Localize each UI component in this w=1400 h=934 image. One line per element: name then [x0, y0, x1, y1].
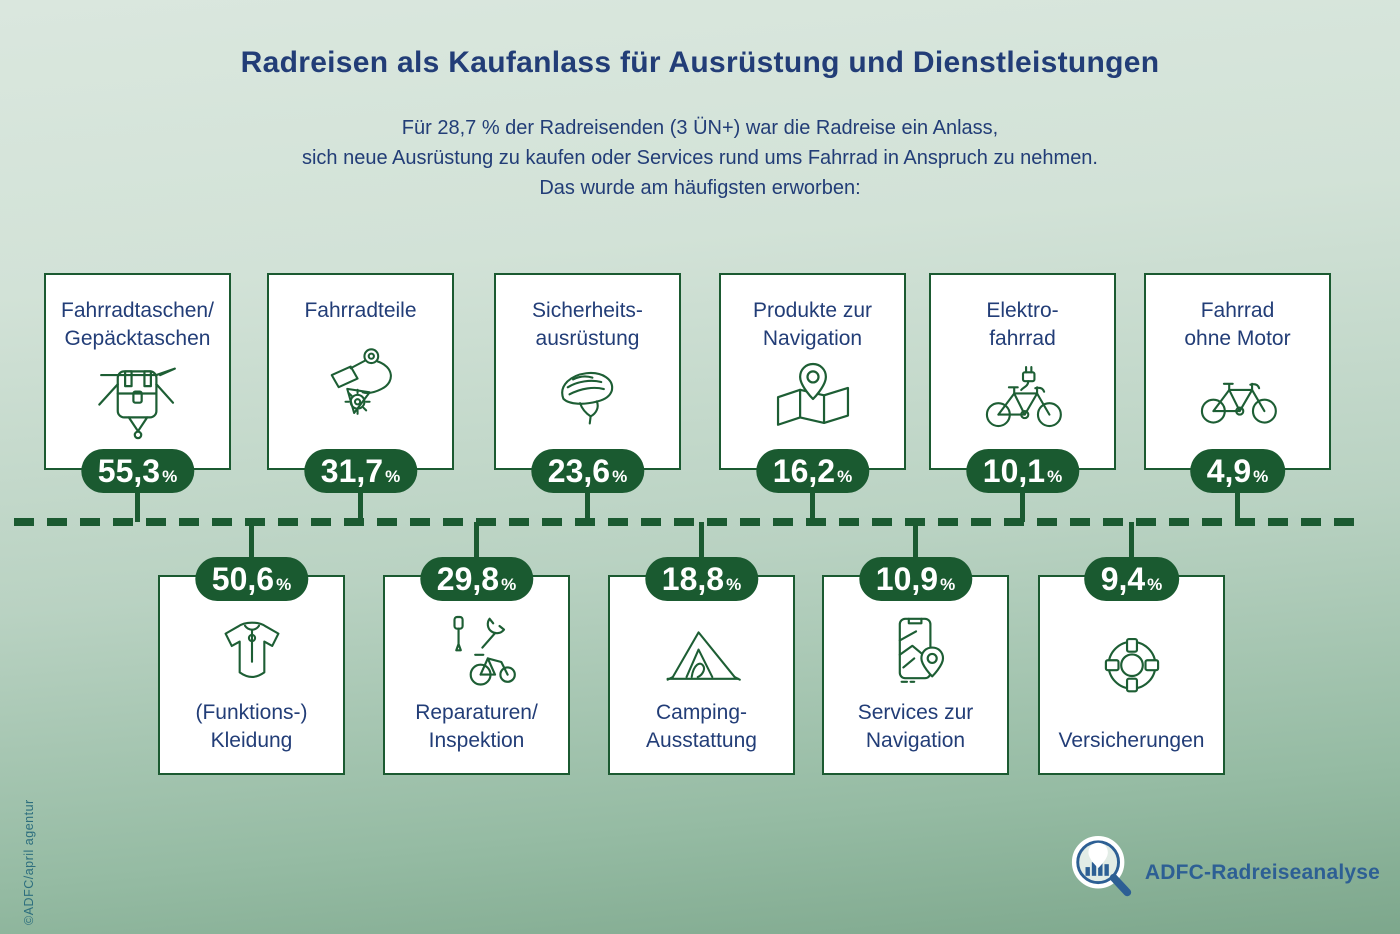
value-pill: 55,3% [80, 449, 195, 493]
card-label: Camping- Ausstattung [646, 701, 757, 752]
connector-stem [699, 522, 704, 564]
bicycle-icon [1152, 353, 1323, 441]
value-pill: 23,6% [530, 449, 645, 493]
derailleur-icon [275, 325, 446, 438]
card-camping: Camping- Ausstattung 18,8% [608, 557, 795, 775]
ebike-icon [937, 353, 1108, 441]
value-pill: 9,4% [1083, 557, 1180, 601]
page-title: Radreisen als Kaufanlass für Ausrüstung … [240, 46, 1160, 79]
card-versicherungen: Versicherungen 9,4% [1038, 557, 1225, 775]
repair-tools-icon [391, 607, 562, 699]
value-pill: 10,1% [965, 449, 1080, 493]
card-label: Fahrradteile [304, 299, 417, 322]
card-produkte-navigation: Produkte zur Navigation 16,2% [719, 273, 906, 493]
connector-stem [585, 488, 590, 522]
card-label: Reparaturen/ Inspektion [415, 701, 538, 752]
connector-stem [249, 522, 254, 564]
value-pill: 50,6% [194, 557, 309, 601]
card-label: Versicherungen [1058, 729, 1205, 752]
jersey-icon [166, 607, 337, 699]
value-pill: 31,7% [303, 449, 418, 493]
value-pill: 10,9% [858, 557, 973, 601]
card-reparaturen: Reparaturen/ Inspektion 29,8% [383, 557, 570, 775]
logo-text: ADFC-Radreiseanalyse [1144, 860, 1380, 884]
card-label: Sicherheits- ausrüstung [532, 299, 643, 350]
card-elektrofahrrad: Elektro- fahrrad 10,1% [929, 273, 1116, 493]
helmet-icon [502, 353, 673, 441]
connector-stem [358, 488, 363, 522]
card-fahrrad-ohne-motor: Fahrrad ohne Motor 4,9% [1144, 273, 1331, 493]
connector-stem [474, 522, 479, 564]
subtitle-line-1: Für 28,7 % der Radreisenden (3 ÜN+) war … [401, 117, 999, 139]
connector-stem [1235, 488, 1240, 522]
card-sicherheitsausruestung: Sicherheits- ausrüstung 23,6% [494, 273, 681, 493]
subtitle-line-3: Das wurde am häufigsten erworben: [539, 177, 861, 199]
magnifier-chart-icon [1069, 836, 1137, 909]
card-label: Services zur Navigation [857, 701, 974, 752]
card-label: Produkte zur Navigation [752, 299, 873, 350]
adfc-logo: ADFC-Radreiseanalyse [1069, 836, 1380, 909]
subtitle-line-2: sich neue Ausrüstung zu kaufen oder Serv… [301, 147, 1098, 169]
connector-stem [135, 488, 140, 522]
card-label: Fahrradtaschen/ Gepäcktaschen [61, 299, 214, 350]
card-label: Fahrrad ohne Motor [1184, 299, 1291, 350]
connector-stem [913, 522, 918, 564]
lifebuoy-icon [1046, 607, 1217, 727]
connector-stem [810, 488, 815, 522]
card-fahrradtaschen: Fahrradtaschen/ Gepäcktaschen 55,3% [44, 273, 231, 493]
value-pill: 29,8% [419, 557, 534, 601]
pannier-bag-icon [52, 353, 223, 445]
copyright-credit: ©ADFC/april agentur [22, 799, 36, 925]
connector-stem [1020, 488, 1025, 522]
map-pin-icon [727, 353, 898, 445]
card-funktionskleidung: (Funktions-) Kleidung 50,6% [158, 557, 345, 775]
card-services-navigation: Services zur Navigation 10,9% [822, 557, 1009, 775]
tent-icon [616, 607, 787, 699]
value-pill: 18,8% [644, 557, 759, 601]
timeline-dashed-divider [14, 518, 1357, 526]
card-label: Elektro- fahrrad [986, 299, 1059, 350]
card-label: (Funktions-) Kleidung [195, 701, 308, 752]
subtitle: Für 28,7 % der Radreisenden (3 ÜN+) war … [0, 113, 1400, 203]
value-pill: 4,9% [1189, 449, 1286, 493]
value-pill: 16,2% [755, 449, 870, 493]
card-fahrradteile: Fahrradteile 31,7% [267, 273, 454, 493]
connector-stem [1129, 522, 1134, 564]
phone-navigation-icon [830, 607, 1001, 699]
